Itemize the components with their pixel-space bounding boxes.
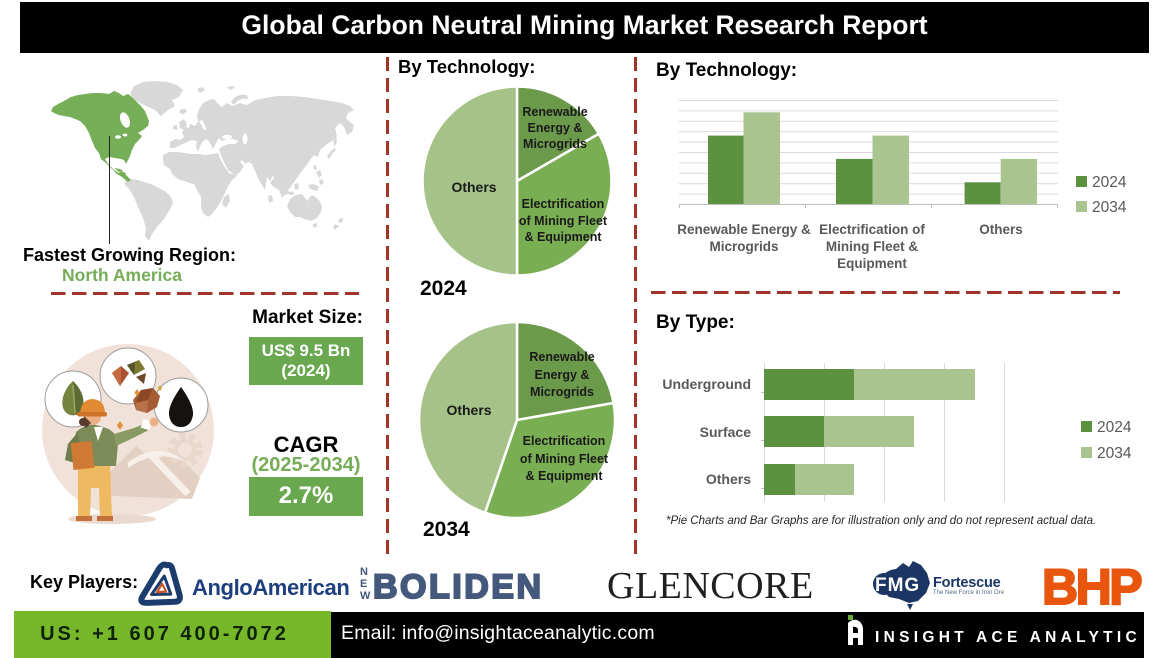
- svg-text:Others: Others: [706, 471, 751, 487]
- svg-text:W: W: [360, 590, 371, 602]
- svg-text:& Equipment: & Equipment: [525, 469, 603, 483]
- svg-text:of Mining Fleet: of Mining Fleet: [519, 214, 608, 228]
- svg-text:Others: Others: [446, 402, 491, 418]
- svg-text:2024: 2024: [1097, 419, 1132, 436]
- svg-text:Electrification: Electrification: [522, 197, 605, 211]
- svg-text:Electrification: Electrification: [523, 434, 606, 448]
- svg-text:INSIGHT ACE ANALYTIC: INSIGHT ACE ANALYTIC: [875, 629, 1141, 646]
- svg-text:N: N: [360, 566, 368, 578]
- svg-text:Microgrids: Microgrids: [523, 137, 587, 151]
- svg-text:E: E: [360, 578, 367, 590]
- svg-text:Electrification of: Electrification of: [819, 222, 925, 237]
- svg-text:Surface: Surface: [700, 424, 752, 440]
- svg-text:Microgrids: Microgrids: [530, 385, 594, 399]
- svg-text:Energy &: Energy &: [535, 368, 590, 382]
- svg-text:2034: 2034: [1097, 445, 1132, 462]
- svg-text:Energy &: Energy &: [528, 121, 583, 135]
- svg-text:FMG: FMG: [875, 575, 920, 596]
- svg-text:2034: 2034: [1092, 199, 1127, 216]
- svg-text:Fortescue: Fortescue: [933, 575, 1001, 591]
- svg-text:The New Force in Iron Ore: The New Force in Iron Ore: [933, 590, 1005, 596]
- svg-text:AngloAmerican: AngloAmerican: [192, 575, 349, 600]
- svg-text:2024: 2024: [1092, 174, 1127, 191]
- svg-text:Underground: Underground: [662, 376, 751, 392]
- svg-text:Renewable: Renewable: [522, 105, 587, 119]
- svg-text:Renewable: Renewable: [529, 350, 594, 364]
- svg-text:Others: Others: [979, 222, 1023, 237]
- svg-text:Others: Others: [451, 179, 496, 195]
- svg-text:Renewable Energy &: Renewable Energy &: [677, 222, 811, 237]
- svg-text:of Mining Fleet: of Mining Fleet: [520, 452, 609, 466]
- svg-text:Mining Fleet &: Mining Fleet &: [826, 239, 918, 254]
- svg-text:Microgrids: Microgrids: [709, 239, 778, 254]
- svg-text:& Equipment: & Equipment: [524, 230, 602, 244]
- svg-text:BOLIDEN: BOLIDEN: [373, 568, 544, 606]
- svg-text:Equipment: Equipment: [837, 256, 907, 271]
